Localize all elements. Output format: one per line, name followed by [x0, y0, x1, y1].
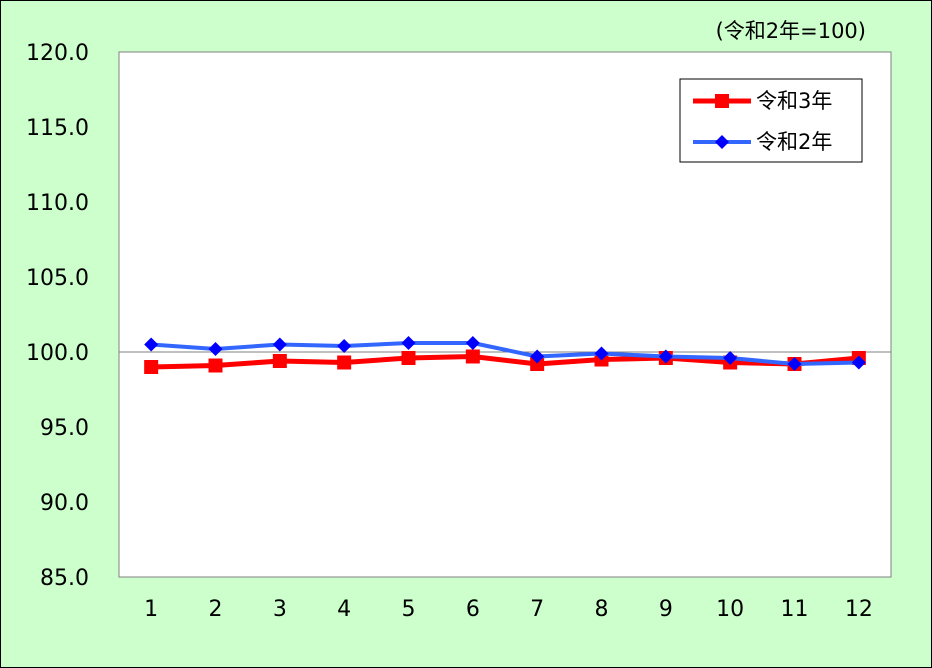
y-tick-label: 120.0: [26, 41, 89, 66]
y-tick-label: 110.0: [26, 191, 89, 216]
data-point: [594, 346, 609, 361]
data-point: [401, 336, 416, 350]
x-tick-label: 4: [337, 597, 351, 622]
y-tick-label: 115.0: [26, 116, 89, 141]
data-point: [144, 360, 159, 374]
series-layer: [144, 336, 866, 374]
series-line: [151, 341, 859, 366]
data-point: [530, 349, 545, 364]
data-point: [401, 351, 416, 365]
legend-label-r2: 令和2年: [756, 130, 832, 154]
x-axis: 1 2 3 4 5 6 7 8 9 10 11 12: [144, 597, 873, 622]
data-point: [465, 349, 480, 364]
y-tick-label: 100.0: [26, 341, 89, 366]
y-tick-label: 95.0: [40, 416, 89, 441]
x-tick-label: 1: [144, 597, 158, 622]
data-point: [208, 342, 223, 356]
x-tick-label: 10: [716, 597, 744, 622]
x-tick-label: 11: [781, 597, 809, 622]
data-point: [787, 357, 802, 371]
y-tick-label: 105.0: [26, 266, 89, 291]
data-point: [272, 337, 287, 352]
y-tick-label: 85.0: [40, 566, 89, 591]
data-point: [723, 351, 738, 365]
x-tick-label: 5: [402, 597, 416, 622]
x-tick-label: 6: [466, 597, 480, 622]
data-point: [144, 337, 159, 352]
legend: 令和3年 令和2年: [679, 78, 863, 163]
data-point: [272, 354, 287, 368]
series-r2: [144, 336, 866, 371]
x-tick-label: 12: [845, 597, 873, 622]
data-point: [465, 336, 480, 350]
data-point: [337, 355, 352, 370]
y-tick-label: 90.0: [40, 491, 89, 516]
x-tick-label: 9: [659, 597, 673, 622]
x-tick-label: 8: [595, 597, 609, 622]
x-tick-label: 7: [530, 597, 544, 622]
legend-label-r3: 令和3年: [756, 89, 832, 113]
x-tick-label: 2: [209, 597, 223, 622]
data-point: [658, 349, 673, 364]
y-axis: 85.0 90.0 95.0 100.0 105.0 110.0 115.0 120.0: [26, 41, 89, 591]
data-point: [208, 358, 223, 373]
legend-marker-r2: [715, 135, 729, 149]
data-point: [851, 355, 866, 370]
x-tick-label: 3: [273, 597, 287, 622]
unit-note: (令和2年=100): [716, 19, 866, 43]
data-point: [530, 357, 545, 371]
series-line: [151, 354, 860, 370]
data-point: [337, 339, 352, 353]
legend-marker-r3: [715, 94, 729, 108]
legend-box: [679, 78, 863, 163]
